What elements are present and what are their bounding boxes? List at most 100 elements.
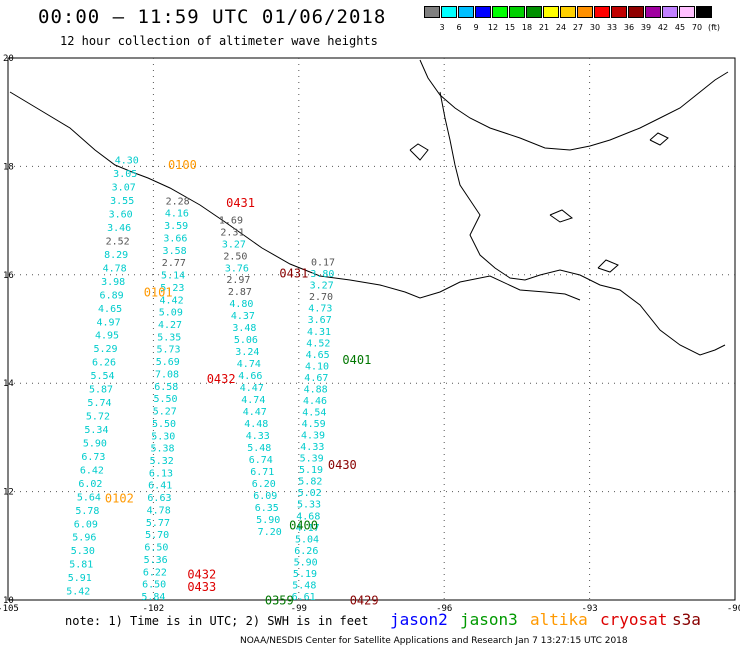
colorbar-label: 12 — [487, 23, 499, 32]
swh-value: 3.48 — [232, 323, 256, 334]
colorbar-swatch — [543, 6, 559, 18]
pass-time-label: 0431 — [226, 196, 255, 210]
swh-value: 4.78 — [103, 263, 127, 274]
colorbar-swatch — [560, 6, 576, 18]
swh-value: 5.69 — [156, 357, 180, 368]
swh-value: 6.74 — [249, 455, 273, 466]
lat-tick-label: 14 — [3, 379, 14, 389]
colorbar-swatch — [611, 6, 627, 18]
swh-value: 6.71 — [250, 467, 274, 478]
swh-value: 4.30 — [115, 156, 139, 167]
colorbar-swatch — [679, 6, 695, 18]
colorbar-label: 18 — [521, 23, 533, 32]
graticule: -105 -102 -99 -96 -93 -90 20 18 16 14 12 10 — [0, 54, 740, 614]
swh-value: 4.67 — [304, 373, 328, 384]
satellite-legend-jason2: jason2 — [390, 610, 448, 629]
swh-value: 6.09 — [74, 519, 98, 530]
swh-value: 6.50 — [142, 580, 166, 591]
colorbar-label: 27 — [572, 23, 584, 32]
pass-time-labels: 0100010101020431043104320432043304010430… — [105, 158, 379, 607]
swh-value: 8.29 — [104, 250, 128, 261]
swh-value: 5.19 — [299, 465, 323, 476]
colorbar-label: 30 — [589, 23, 601, 32]
swh-value: 4.33 — [246, 431, 270, 442]
colorbar-swatch — [577, 6, 593, 18]
pass-time-label: 0101 — [144, 285, 173, 299]
colorbar-swatch — [594, 6, 610, 18]
swh-value: 4.47 — [240, 383, 264, 394]
swh-value: 5.96 — [72, 533, 96, 544]
colorbar-label: 42 — [657, 23, 669, 32]
swh-value: 5.54 — [90, 371, 114, 382]
swh-value: 4.46 — [303, 396, 327, 407]
swh-value: 6.58 — [154, 382, 178, 393]
swh-value: 5.90 — [256, 515, 280, 526]
swh-value: 3.76 — [225, 263, 249, 274]
pass-time-label: 0100 — [168, 158, 197, 172]
colorbar-swatch — [628, 6, 644, 18]
colorbar-label: 24 — [555, 23, 567, 32]
pass-time-label: 0431 — [279, 267, 308, 281]
swh-value: 7.08 — [155, 369, 179, 380]
swh-value: 5.73 — [156, 345, 180, 356]
swh-value: 4.68 — [296, 511, 320, 522]
swh-value: 5.23 — [160, 283, 184, 294]
page-title: 00:00 – 11:59 UTC 01/06/2018 — [38, 6, 387, 28]
swh-value: 6.63 — [147, 493, 171, 504]
colorbar-label: 70 — [691, 23, 703, 32]
swh-value: 4.37 — [231, 311, 255, 322]
swh-value: 3.67 — [308, 315, 332, 326]
swh-value: 4.65 — [306, 350, 330, 361]
pass-time-label: 0433 — [187, 580, 216, 594]
colorbar-swatch — [458, 6, 474, 18]
swh-value: 4.73 — [308, 304, 332, 315]
lat-tick-label: 18 — [3, 162, 14, 172]
swh-value: 4.31 — [307, 327, 331, 338]
swh-value: 5.36 — [144, 555, 168, 566]
colorbar-swatch — [441, 6, 457, 18]
swh-value: 3.27 — [222, 239, 246, 250]
swh-value: 5.50 — [153, 394, 177, 405]
swh-value: 2.97 — [226, 275, 250, 286]
pass-time-label: 0401 — [342, 353, 371, 367]
swh-value: 5.84 — [141, 592, 165, 603]
swh-value: 2.70 — [309, 292, 333, 303]
swh-value: 6.22 — [143, 567, 167, 578]
swh-value: 6.26 — [92, 358, 116, 369]
swh-value: 6.73 — [81, 452, 105, 463]
pass-time-label: 0400 — [289, 519, 318, 533]
colorbar-label: 21 — [538, 23, 550, 32]
colorbar-label: 45 — [674, 23, 686, 32]
colorbar-label: 9 — [473, 23, 479, 32]
swh-value: 2.50 — [223, 251, 247, 262]
swh-value: 7.20 — [258, 527, 282, 538]
swh-value: 2.52 — [106, 236, 130, 247]
colorbar-label: (ft) — [707, 23, 721, 32]
colorbar-swatch — [509, 6, 525, 18]
colorbar-label: 3 — [439, 23, 445, 32]
swh-value: 3.55 — [110, 196, 134, 207]
swh-value: 5.90 — [294, 557, 318, 568]
swh-value: 5.91 — [68, 573, 92, 584]
colorbar-label: 15 — [504, 23, 516, 32]
swh-value: 5.33 — [297, 500, 321, 511]
swh-value: 5.50 — [152, 419, 176, 430]
swh-value: 5.04 — [295, 534, 319, 545]
swh-value: 5.34 — [84, 425, 108, 436]
lon-tick-label: -90 — [727, 604, 740, 614]
swh-value: 4.52 — [306, 338, 330, 349]
swh-value: 5.78 — [75, 506, 99, 517]
satellite-legend-s3a: s3a — [672, 610, 701, 629]
swh-value: 5.64 — [77, 492, 101, 503]
swh-value: 4.54 — [302, 407, 326, 418]
swh-value: 2.77 — [162, 258, 186, 269]
colorbar-swatch — [424, 6, 440, 18]
swh-value: 1.69 — [219, 215, 243, 226]
swh-value: 4.16 — [165, 209, 189, 220]
swh-value: 5.81 — [69, 560, 93, 571]
swh-value: 6.09 — [253, 491, 277, 502]
lat-tick-label: 12 — [3, 488, 14, 498]
colorbar-swatch — [475, 6, 491, 18]
swh-value: 4.65 — [98, 304, 122, 315]
